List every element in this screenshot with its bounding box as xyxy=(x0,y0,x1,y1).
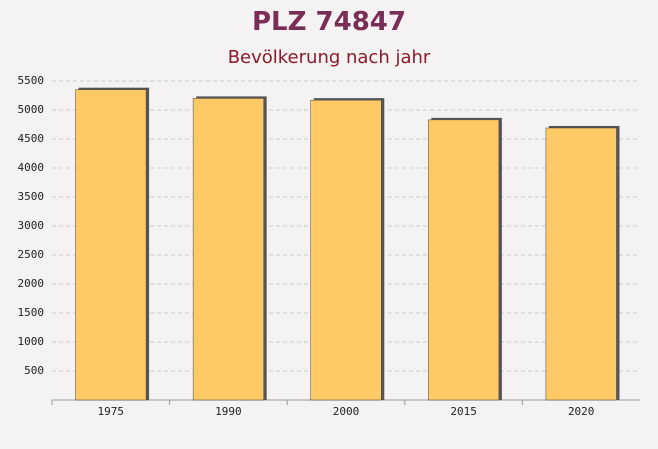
chart-title: PLZ 74847 xyxy=(252,7,406,37)
y-tick-label: 3000 xyxy=(18,219,45,232)
y-tick-label: 1500 xyxy=(18,306,45,319)
bar xyxy=(310,99,382,401)
bar xyxy=(428,119,500,401)
chart-subtitle: Bevölkerung nach jahr xyxy=(228,47,431,68)
x-tick-label: 1975 xyxy=(98,405,125,418)
x-tick-label: 1990 xyxy=(215,405,242,418)
bar xyxy=(75,89,147,401)
y-tick-label: 4500 xyxy=(18,132,45,145)
bar xyxy=(192,98,264,401)
y-tick-label: 2500 xyxy=(18,248,45,261)
y-tick-label: 1000 xyxy=(18,335,45,348)
y-tick-label: 4000 xyxy=(18,161,45,174)
y-tick-label: 5500 xyxy=(18,74,45,87)
bar xyxy=(545,127,617,401)
y-tick-label: 3500 xyxy=(18,190,45,203)
y-tick-label: 2000 xyxy=(18,277,45,290)
y-tick-label: 5000 xyxy=(18,103,45,116)
x-tick-label: 2020 xyxy=(568,405,595,418)
y-tick-label: 500 xyxy=(24,364,44,377)
x-tick-label: 2000 xyxy=(333,405,360,418)
x-tick-label: 2015 xyxy=(450,405,477,418)
